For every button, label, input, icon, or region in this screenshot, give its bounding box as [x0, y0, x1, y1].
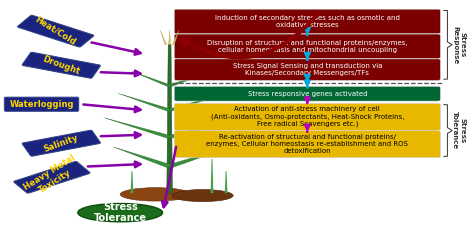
- Polygon shape: [130, 171, 133, 193]
- Ellipse shape: [78, 204, 163, 222]
- Text: Stress
Tolerance: Stress Tolerance: [452, 111, 465, 150]
- Text: Heat/Cold: Heat/Cold: [34, 15, 78, 47]
- Polygon shape: [210, 159, 213, 193]
- Polygon shape: [169, 30, 171, 45]
- FancyBboxPatch shape: [4, 97, 79, 111]
- FancyBboxPatch shape: [18, 15, 94, 47]
- Polygon shape: [168, 71, 212, 87]
- FancyBboxPatch shape: [22, 130, 100, 156]
- FancyBboxPatch shape: [174, 86, 440, 101]
- Text: Activation of anti-stress machinery of cell
(Anti-oxidants, Osmo-protectants, He: Activation of anti-stress machinery of c…: [210, 106, 404, 127]
- Ellipse shape: [172, 189, 233, 202]
- Polygon shape: [104, 118, 171, 138]
- Ellipse shape: [120, 188, 191, 201]
- Polygon shape: [113, 147, 172, 168]
- Text: Re-activation of structural and functional proteins/
enzymes, Cellular homeostas: Re-activation of structural and function…: [206, 134, 408, 154]
- Polygon shape: [118, 93, 171, 111]
- Text: Salinity: Salinity: [43, 133, 80, 154]
- Polygon shape: [168, 118, 240, 138]
- Text: Stress responsive genes activated: Stress responsive genes activated: [247, 91, 367, 97]
- Text: Drought: Drought: [41, 54, 81, 76]
- Text: Induction of secondary stresses such as osmotic and
oxidative stresses: Induction of secondary stresses such as …: [215, 15, 400, 28]
- FancyBboxPatch shape: [14, 161, 90, 193]
- FancyBboxPatch shape: [22, 52, 100, 78]
- Polygon shape: [168, 93, 226, 111]
- FancyBboxPatch shape: [174, 103, 440, 130]
- Polygon shape: [225, 171, 228, 193]
- FancyBboxPatch shape: [174, 9, 440, 34]
- FancyBboxPatch shape: [174, 131, 440, 158]
- FancyBboxPatch shape: [174, 34, 440, 58]
- Polygon shape: [132, 71, 171, 87]
- Text: Heavy Metal
Toxicity: Heavy Metal Toxicity: [22, 153, 82, 201]
- FancyBboxPatch shape: [174, 59, 440, 80]
- Text: Stress
Response: Stress Response: [452, 26, 465, 64]
- Text: Stress Signal Sensing and transduction via
Kinases/Secondary Messengers/TFs: Stress Signal Sensing and transduction v…: [233, 63, 382, 76]
- Polygon shape: [160, 30, 167, 45]
- Polygon shape: [173, 30, 179, 45]
- Polygon shape: [168, 147, 231, 168]
- Polygon shape: [167, 45, 173, 193]
- Text: Stress
Tolerance: Stress Tolerance: [94, 202, 146, 223]
- Text: Disruption of structural and functional proteins/enzymes,
cellular homeostasis a: Disruption of structural and functional …: [207, 40, 408, 53]
- Text: Waterlogging: Waterlogging: [9, 100, 74, 109]
